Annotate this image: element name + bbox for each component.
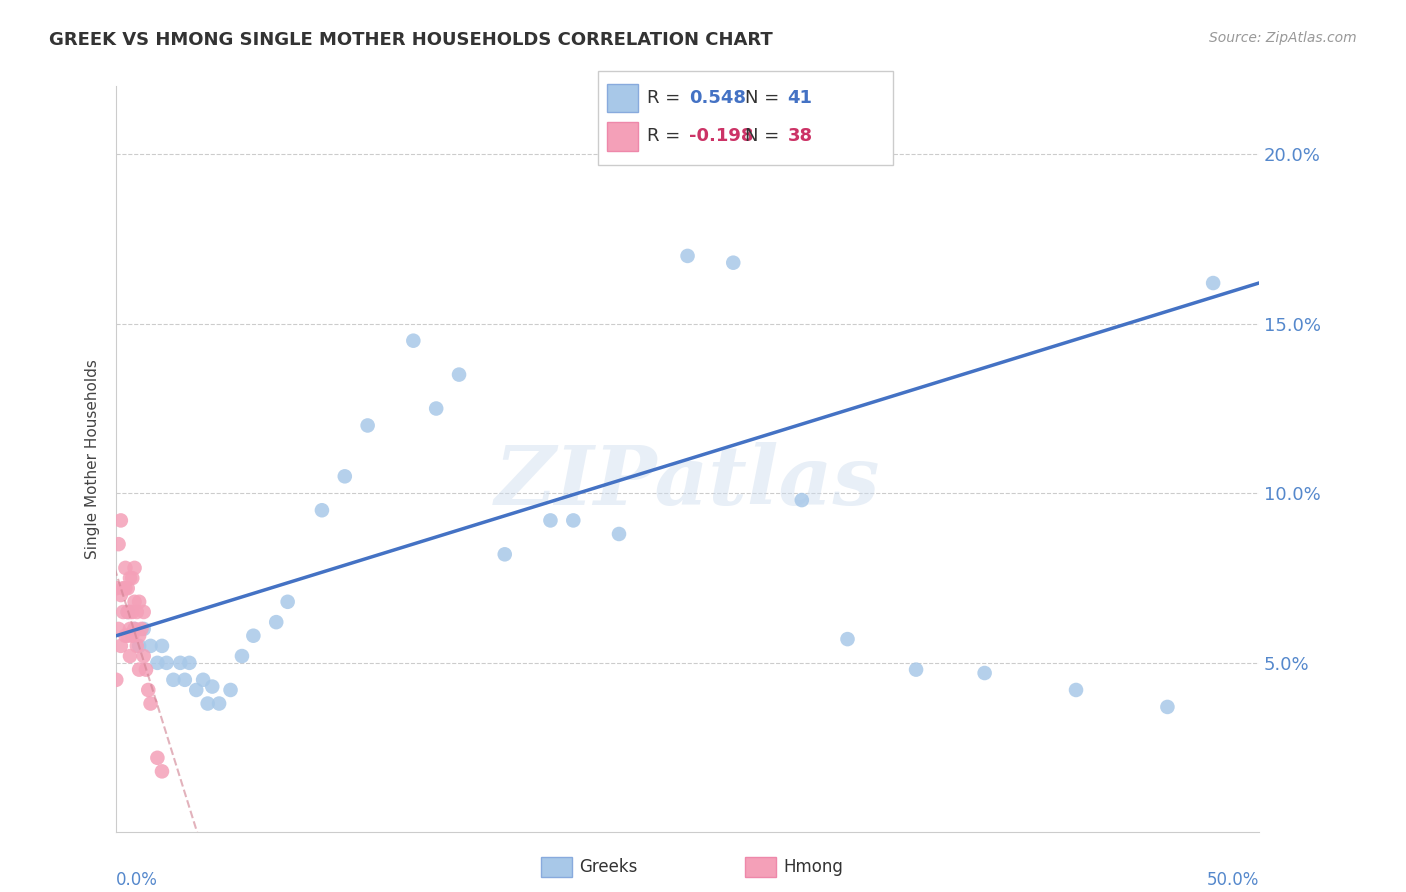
Point: [333, 469, 356, 483]
Point: [146, 751, 169, 765]
Point: [242, 629, 264, 643]
Point: [125, 639, 148, 653]
Point: [201, 680, 224, 694]
Point: [135, 663, 157, 677]
Point: [790, 493, 813, 508]
Point: [402, 334, 425, 348]
Point: [124, 622, 146, 636]
Text: Hmong: Hmong: [783, 858, 844, 876]
Point: [538, 513, 561, 527]
Point: [121, 571, 143, 585]
Point: [121, 605, 143, 619]
Point: [132, 648, 155, 663]
Point: [676, 249, 699, 263]
Text: Source: ZipAtlas.com: Source: ZipAtlas.com: [1209, 31, 1357, 45]
Text: N =: N =: [745, 128, 785, 145]
Text: R =: R =: [647, 128, 686, 145]
Point: [494, 547, 516, 561]
Point: [208, 697, 231, 711]
Point: [562, 513, 585, 527]
Point: [197, 697, 219, 711]
Point: [264, 615, 287, 629]
Point: [1202, 276, 1225, 290]
Point: [173, 673, 195, 687]
Point: [311, 503, 333, 517]
Point: [425, 401, 447, 416]
Point: [179, 656, 201, 670]
Point: [107, 622, 129, 636]
Point: [162, 673, 184, 687]
Point: [169, 656, 191, 670]
Point: [110, 513, 132, 527]
Point: [447, 368, 470, 382]
Point: [114, 629, 136, 643]
Point: [191, 673, 214, 687]
Text: 0.0%: 0.0%: [117, 871, 157, 889]
Point: [186, 683, 208, 698]
Point: [132, 605, 155, 619]
Text: 38: 38: [787, 128, 813, 145]
Point: [607, 527, 630, 541]
Point: [837, 632, 859, 646]
Point: [128, 595, 150, 609]
Point: [112, 581, 135, 595]
Text: 41: 41: [787, 89, 813, 107]
Text: 50.0%: 50.0%: [1206, 871, 1258, 889]
Point: [110, 639, 132, 653]
Point: [110, 588, 132, 602]
Point: [136, 683, 159, 698]
Point: [117, 605, 139, 619]
Point: [1156, 700, 1178, 714]
Text: Greeks: Greeks: [579, 858, 638, 876]
Point: [150, 639, 173, 653]
Point: [219, 683, 242, 698]
Point: [139, 697, 162, 711]
Point: [146, 656, 169, 670]
Point: [277, 595, 299, 609]
Point: [128, 663, 150, 677]
Point: [117, 581, 139, 595]
Point: [150, 764, 173, 779]
Point: [356, 418, 378, 433]
Point: [125, 605, 148, 619]
Text: ZIPatlas: ZIPatlas: [495, 442, 880, 522]
Point: [132, 622, 155, 636]
Point: [117, 629, 139, 643]
Point: [231, 648, 253, 663]
Point: [128, 639, 150, 653]
Point: [124, 561, 146, 575]
Point: [973, 666, 995, 681]
Point: [112, 605, 135, 619]
Text: -0.198: -0.198: [689, 128, 754, 145]
Point: [139, 639, 162, 653]
Text: 0.548: 0.548: [689, 89, 747, 107]
Point: [114, 581, 136, 595]
Text: R =: R =: [647, 89, 686, 107]
Point: [118, 605, 141, 619]
Point: [128, 629, 150, 643]
Point: [131, 622, 153, 636]
Point: [118, 571, 141, 585]
Point: [905, 663, 928, 677]
Point: [723, 256, 745, 270]
Point: [105, 581, 128, 595]
Point: [117, 605, 139, 619]
Point: [155, 656, 177, 670]
Point: [114, 561, 136, 575]
Point: [1064, 683, 1087, 698]
Point: [118, 622, 141, 636]
Point: [107, 537, 129, 551]
Point: [118, 648, 141, 663]
Point: [121, 629, 143, 643]
Point: [124, 595, 146, 609]
Y-axis label: Single Mother Households: Single Mother Households: [86, 359, 100, 559]
Text: GREEK VS HMONG SINGLE MOTHER HOUSEHOLDS CORRELATION CHART: GREEK VS HMONG SINGLE MOTHER HOUSEHOLDS …: [49, 31, 773, 49]
Point: [124, 622, 146, 636]
Text: N =: N =: [745, 89, 785, 107]
Point: [105, 673, 128, 687]
